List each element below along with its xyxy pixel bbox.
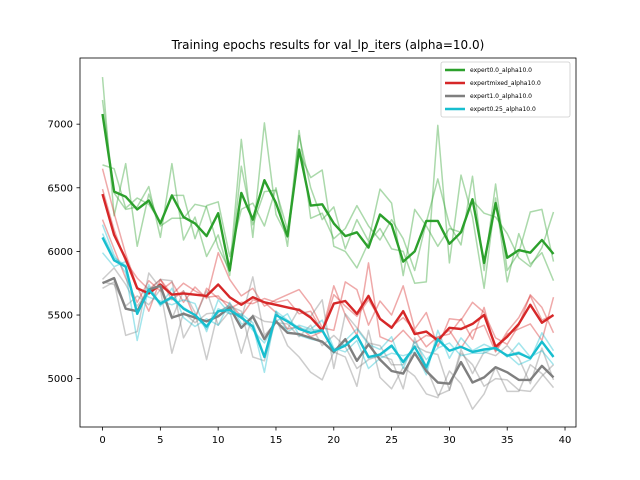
x-tick-label: 5	[157, 435, 163, 446]
plot-frame	[79, 57, 577, 428]
run-line-expert0.0_alpha10.0-1	[101, 99, 555, 290]
mean-line-expert1.0_alpha10.0	[102, 276, 555, 385]
legend-label: expert0.0_alpha10.0	[470, 67, 532, 74]
run-line-expert0.0_alpha10.0-0	[101, 77, 555, 272]
x-tick-label: 35	[501, 435, 514, 446]
x-tick-label: 40	[559, 435, 572, 446]
legend: expert0.0_alpha10.0 expertmixed_alpha10.0…	[440, 61, 571, 118]
mean-line-expertmixed_alpha10.0	[101, 193, 555, 348]
x-tick-label: 20	[327, 435, 340, 446]
x-axis: 0 5 10 15 20 25 30 35 40	[99, 427, 571, 446]
run-line-expertmixed_alpha10.0-2	[101, 188, 554, 352]
mean-line-expert0.25_alpha10.0	[101, 236, 555, 369]
x-tick-label: 30	[443, 435, 456, 446]
legend-label: expert1.0_alpha10.0	[470, 93, 532, 100]
x-tick-label: 15	[270, 435, 283, 446]
chart-title: Training epochs results for val_lp_iters…	[171, 38, 485, 52]
mean-lines	[101, 113, 555, 385]
y-axis: 5000 5500 6000 6500 7000	[48, 120, 80, 385]
run-line-expertmixed_alpha10.0-1	[101, 219, 555, 348]
y-tick-label: 7000	[48, 120, 73, 131]
legend-label: expert0.25_alpha10.0	[470, 106, 536, 113]
y-tick-label: 5500	[48, 311, 73, 322]
run-line-expertmixed_alpha10.0-0	[101, 168, 555, 353]
mean-line-expert0.0_alpha10.0	[101, 113, 555, 272]
y-tick-label: 6000	[48, 247, 73, 258]
x-tick-label: 10	[212, 435, 225, 446]
x-tick-label: 0	[99, 435, 105, 446]
x-tick-label: 25	[385, 435, 398, 446]
legend-box	[440, 61, 571, 118]
run-line-expert1.0_alpha10.0-0	[102, 272, 555, 410]
legend-label: expertmixed_alpha10.0	[470, 80, 541, 87]
y-tick-label: 5000	[48, 374, 73, 385]
run-line-expert1.0_alpha10.0-2	[102, 276, 555, 391]
y-tick-label: 6500	[48, 183, 73, 194]
